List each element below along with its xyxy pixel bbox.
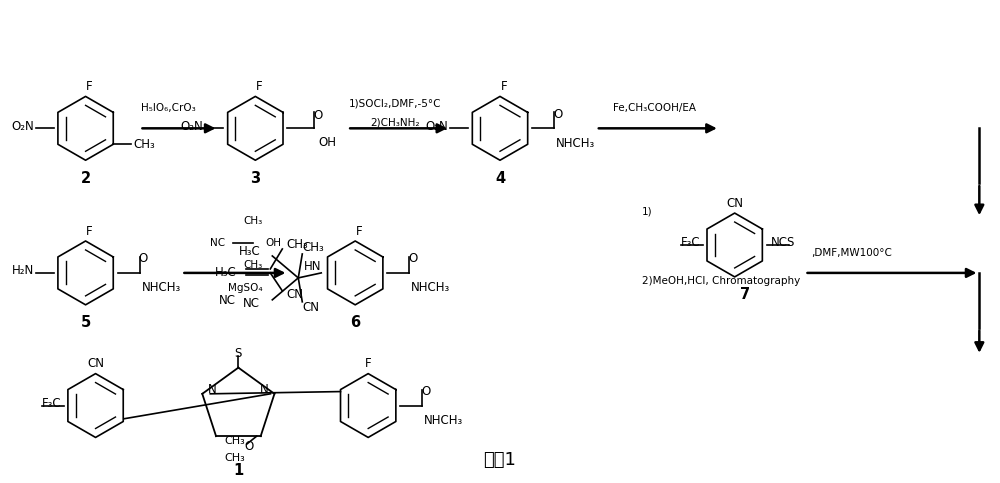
- Text: N: N: [208, 384, 217, 397]
- Text: NC: NC: [219, 294, 236, 307]
- Text: HN: HN: [304, 260, 321, 273]
- Text: O: O: [408, 253, 418, 266]
- Text: F: F: [356, 225, 363, 238]
- Text: CN: CN: [286, 288, 303, 301]
- Text: F: F: [86, 80, 93, 93]
- Text: 2)CH₃NH₂: 2)CH₃NH₂: [370, 117, 420, 128]
- Text: CH₃: CH₃: [302, 242, 324, 255]
- Text: H₃C: H₃C: [215, 267, 236, 279]
- Text: NCS: NCS: [771, 237, 795, 250]
- Text: NHCH₃: NHCH₃: [411, 282, 450, 294]
- Text: NHCH₃: NHCH₃: [424, 414, 463, 427]
- Text: NHCH₃: NHCH₃: [141, 282, 181, 294]
- Text: F: F: [501, 80, 507, 93]
- Text: H₅IO₆,CrO₃: H₅IO₆,CrO₃: [141, 103, 196, 114]
- Text: F: F: [365, 357, 371, 370]
- Text: 1): 1): [642, 206, 652, 216]
- Text: O₂N: O₂N: [181, 120, 203, 133]
- Text: O: O: [553, 108, 563, 121]
- Text: O: O: [244, 440, 253, 453]
- Text: CH₃: CH₃: [244, 216, 263, 226]
- Text: 6: 6: [350, 315, 360, 330]
- Text: S: S: [235, 347, 242, 360]
- Text: 2)MeOH,HCl, Chromatography: 2)MeOH,HCl, Chromatography: [642, 276, 800, 286]
- Text: 路线1: 路线1: [484, 452, 516, 469]
- Text: NHCH₃: NHCH₃: [556, 137, 595, 150]
- Text: O₂N: O₂N: [425, 120, 448, 133]
- Text: CH₃: CH₃: [224, 436, 245, 446]
- Text: NC: NC: [210, 238, 225, 248]
- Text: ,DMF,MW100°C: ,DMF,MW100°C: [812, 248, 892, 258]
- Text: CH₃: CH₃: [244, 260, 263, 270]
- Text: CN: CN: [302, 301, 319, 314]
- Text: CN: CN: [87, 357, 104, 370]
- Text: N: N: [260, 384, 268, 397]
- Text: O: O: [314, 109, 323, 122]
- Text: F₃C: F₃C: [42, 397, 62, 410]
- Text: 2: 2: [81, 170, 91, 185]
- Text: 5: 5: [80, 315, 91, 330]
- Text: O: O: [421, 385, 431, 398]
- Text: F₃C: F₃C: [681, 237, 701, 250]
- Text: F: F: [86, 225, 93, 238]
- Text: NC: NC: [243, 298, 260, 310]
- Text: 1: 1: [233, 463, 243, 478]
- Text: CH₃: CH₃: [286, 239, 308, 252]
- Text: OH: OH: [265, 238, 281, 248]
- Text: 1)SOCl₂,DMF,-5°C: 1)SOCl₂,DMF,-5°C: [349, 99, 441, 108]
- Text: CN: CN: [726, 197, 743, 210]
- Text: CH₃: CH₃: [133, 138, 155, 151]
- Text: 7: 7: [740, 287, 750, 302]
- Text: OH: OH: [318, 136, 336, 149]
- Text: 4: 4: [495, 170, 505, 185]
- Text: O₂N: O₂N: [11, 120, 34, 133]
- Text: O: O: [139, 253, 148, 266]
- Text: F: F: [256, 80, 263, 93]
- Text: 3: 3: [250, 170, 260, 185]
- Text: H₃C: H₃C: [239, 245, 260, 258]
- Text: H₂N: H₂N: [11, 264, 34, 277]
- Text: CH₃: CH₃: [224, 453, 245, 463]
- Text: Fe,CH₃COOH/EA: Fe,CH₃COOH/EA: [613, 103, 696, 114]
- Text: MgSO₄: MgSO₄: [228, 283, 263, 293]
